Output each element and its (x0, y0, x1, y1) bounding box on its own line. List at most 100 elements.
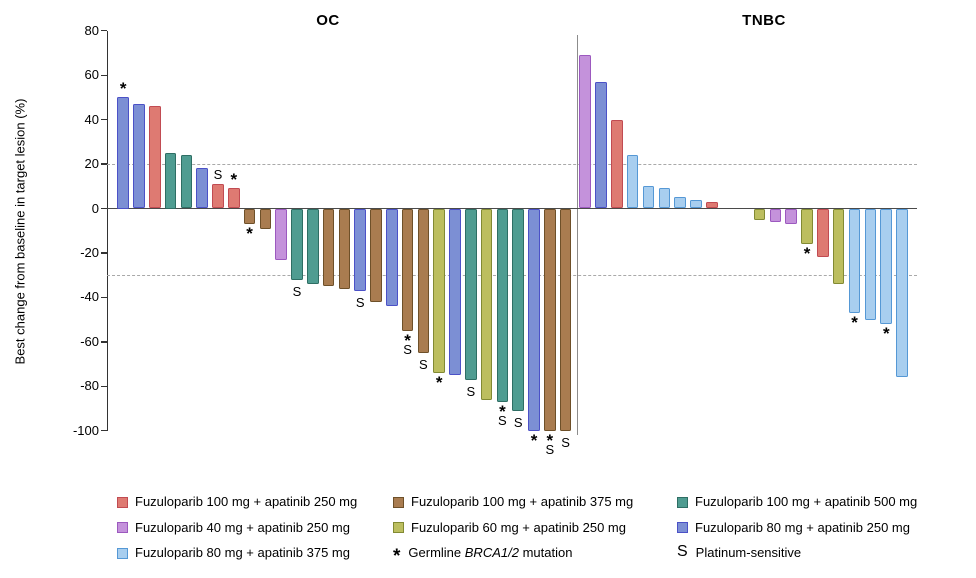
annotation-platinum-s: S (561, 434, 570, 450)
y-tick-label: 40 (84, 111, 99, 127)
bar (465, 208, 477, 380)
legend-marker-s: S (677, 543, 688, 560)
panel-title-tnbc: TNBC (742, 12, 786, 29)
annotation-brca-star: * (435, 372, 443, 392)
panel-separator-line (576, 35, 578, 435)
legend-label: Fuzuloparib 100 mg + apatinib 250 mg (135, 494, 358, 509)
annotation-brca-star: * (530, 430, 538, 450)
bar (275, 208, 287, 260)
y-tick-label: -40 (80, 289, 99, 305)
annotation-platinum-s: S (513, 414, 523, 430)
legend-label: Fuzuloparib 80 mg + apatinib 375 mg (135, 545, 350, 560)
legend-item: * Germline BRCA1/2 mutation (393, 545, 573, 567)
legend-swatch (677, 522, 688, 533)
annotation-brca-star: * (499, 401, 506, 421)
y-tick-label: -60 (80, 333, 99, 349)
y-tick-mark (101, 430, 107, 432)
legend: Fuzuloparib 100 mg + apatinib 250 mg Fuzu… (0, 470, 976, 578)
legend-marker-star: * (393, 546, 401, 567)
y-tick-label: 60 (84, 67, 99, 83)
annotation-platinum-s: S (545, 441, 555, 457)
bar (164, 152, 177, 209)
legend-swatch (677, 496, 688, 508)
bar (544, 208, 556, 431)
bar (674, 197, 686, 209)
reference-line--30 (107, 275, 917, 277)
bar (832, 208, 845, 285)
annotation-brca-star: * (230, 170, 238, 190)
bar (801, 208, 813, 245)
bar (433, 208, 445, 373)
legend-item: Fuzuloparib 60 mg + apatinib 250 mg (393, 520, 626, 536)
legend-item: S Platinum-sensitive (677, 543, 801, 561)
annotation-brca-star: * (546, 430, 554, 450)
y-tick-label: -20 (80, 244, 99, 260)
bar (196, 168, 208, 209)
y-tick-label: 20 (84, 156, 99, 172)
bar (370, 208, 382, 302)
bar (864, 208, 877, 320)
bar (579, 55, 591, 209)
legend-swatch (117, 547, 128, 559)
bar (117, 97, 129, 209)
legend-item: Fuzuloparib 100 mg + apatinib 250 mg (117, 494, 357, 510)
annotation-platinum-s: S (419, 356, 428, 372)
y-tick-mark (101, 207, 107, 210)
legend-item: Fuzuloparib 80 mg + apatinib 250 mg (677, 520, 910, 536)
annotation-brca-star: * (803, 244, 811, 264)
bar (706, 201, 718, 209)
bar (133, 104, 145, 209)
bar (243, 208, 256, 225)
bar (896, 208, 908, 378)
legend-label: Fuzuloparib 100 mg + apatinib 375 mg (411, 494, 634, 509)
reference-line-20 (107, 164, 917, 166)
annotation-brca-star: * (119, 79, 127, 99)
bar (149, 106, 161, 209)
annotation-platinum-s: S (292, 283, 302, 299)
annotation-brca-star: * (404, 330, 411, 350)
annotation-platinum-s: S (466, 383, 476, 399)
bar (658, 188, 671, 209)
legend-item: Fuzuloparib 100 mg + apatinib 500 mg (677, 494, 917, 510)
annotation-platinum-s: S (498, 412, 507, 428)
y-tick-mark (101, 119, 107, 121)
legend-label: Fuzuloparib 100 mg + apatinib 500 mg (695, 494, 918, 509)
y-tick-mark (101, 252, 107, 254)
bar (817, 208, 829, 258)
bar (338, 208, 351, 289)
bar (354, 208, 366, 291)
bar (449, 208, 461, 376)
y-tick-mark (101, 296, 107, 299)
bar (291, 208, 303, 280)
bar (848, 208, 861, 313)
y-tick-label: -80 (80, 378, 99, 394)
bar (307, 208, 319, 285)
legend-label: Fuzuloparib 40 mg + apatinib 250 mg (135, 519, 350, 535)
panel-title-oc: OC (316, 12, 340, 29)
bar (769, 208, 782, 222)
legend-label: Fuzuloparib 80 mg + apatinib 250 mg (695, 519, 910, 535)
annotation-brca-star: * (851, 312, 858, 332)
bar (259, 208, 272, 229)
legend-label: Fuzuloparib 60 mg + apatinib 250 mg (411, 519, 626, 535)
bar (512, 208, 524, 411)
bar (322, 208, 335, 287)
legend-item: Fuzuloparib 100 mg + apatinib 375 mg (393, 494, 633, 510)
legend-swatch (117, 496, 128, 508)
bar (386, 208, 398, 307)
y-tick-mark (101, 163, 107, 165)
bar (180, 155, 193, 209)
y-tick-mark (101, 385, 107, 387)
x-axis-zero-line (107, 207, 917, 210)
legend-label: Germline BRCA1/2 mutation (408, 545, 573, 560)
bar (528, 208, 540, 431)
y-tick-label: 0 (91, 200, 99, 216)
bar (642, 186, 655, 209)
bar (212, 184, 224, 209)
annotation-platinum-s: S (403, 341, 412, 357)
annotation-platinum-s: S (355, 294, 365, 310)
legend-item: Fuzuloparib 80 mg + apatinib 375 mg (117, 545, 350, 561)
y-tick-mark (101, 74, 107, 76)
bar (496, 208, 509, 402)
y-tick-mark (101, 341, 107, 343)
